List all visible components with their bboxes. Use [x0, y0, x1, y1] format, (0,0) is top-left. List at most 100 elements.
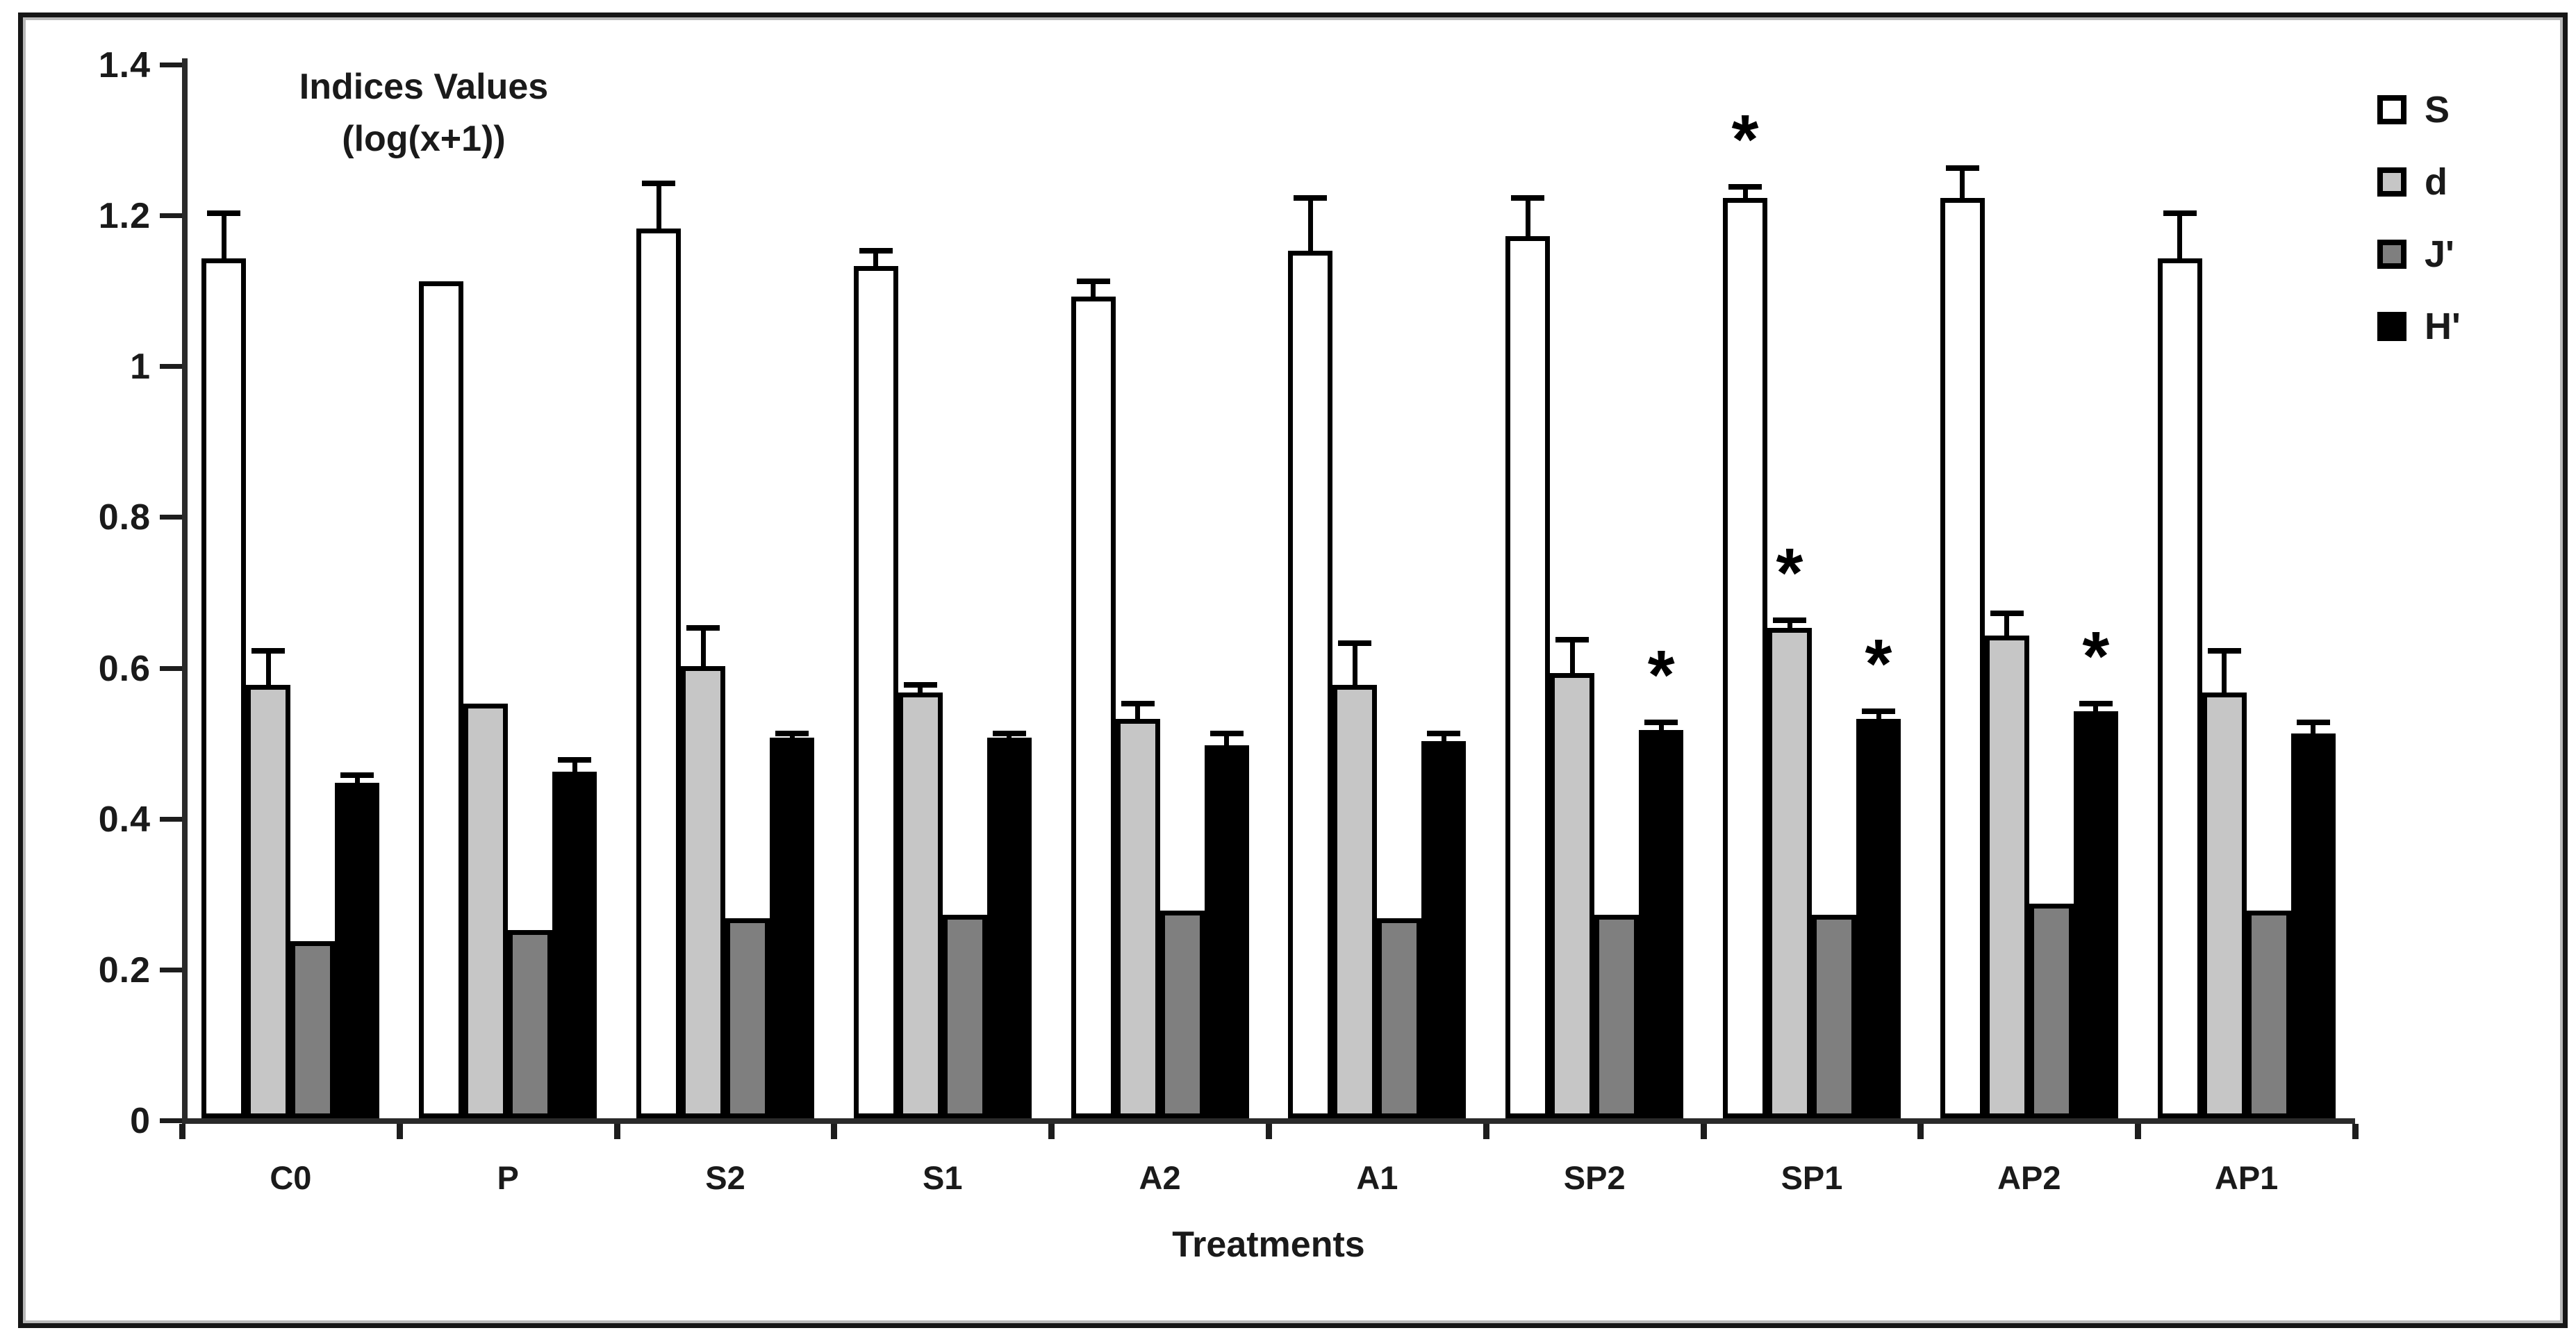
x-axis-boundary-tick	[2135, 1124, 2142, 1139]
error-bar-cap	[1728, 184, 1762, 190]
x-axis-boundary-tick	[396, 1124, 403, 1139]
bar-j-s1	[942, 914, 987, 1118]
bar-h-a2	[1204, 745, 1249, 1118]
error-bar-stem	[572, 760, 577, 772]
significance-asterisk: *	[1731, 101, 1759, 179]
bar-d-c0	[246, 684, 291, 1118]
error-bar-cap	[642, 180, 675, 186]
error-bar-stem	[1742, 187, 1748, 199]
legend-swatch-icon	[2377, 240, 2406, 269]
error-bar-stem	[1352, 643, 1357, 685]
x-axis-line	[182, 1118, 2355, 1124]
y-tick-mark	[160, 967, 182, 972]
error-bar-stem	[2222, 650, 2227, 693]
bar-j-sp2	[1594, 914, 1640, 1118]
error-bar-cap	[1945, 165, 1979, 172]
error-bar-cap	[1076, 278, 1110, 284]
error-bar-stem	[1307, 198, 1313, 251]
error-bar-cap	[1773, 617, 1806, 624]
y-tick-label: 1.4	[98, 45, 151, 86]
bar-h-a1	[1421, 741, 1467, 1118]
error-bar-cap	[207, 210, 241, 217]
error-bar-cap	[1862, 708, 1895, 714]
y-tick-label: 0.6	[98, 648, 151, 689]
legend-label: H'	[2425, 306, 2461, 347]
y-tick-mark	[160, 213, 182, 219]
x-category-label-s2: S2	[705, 1159, 745, 1196]
y-tick-label: 1	[130, 347, 151, 388]
bar-d-s1	[898, 692, 943, 1118]
legend-item-d: d	[2377, 161, 2447, 203]
legend-item-j: J'	[2377, 233, 2454, 275]
bar-j-a1	[1377, 918, 1422, 1118]
bar-j-c0	[290, 940, 336, 1118]
error-bar-stem	[1525, 198, 1530, 236]
bar-j-sp1	[1812, 914, 1856, 1118]
bar-s-ap2	[1940, 198, 1985, 1118]
x-category-label-s1: S1	[923, 1159, 963, 1196]
x-category-label-sp1: SP1	[1781, 1159, 1843, 1196]
y-axis-line	[182, 58, 188, 1122]
bar-d-a1	[1332, 684, 1378, 1118]
error-bar-stem	[221, 213, 226, 259]
x-axis-boundary-tick	[1483, 1124, 1489, 1139]
error-bar-cap	[2163, 210, 2197, 217]
error-bar-stem	[354, 775, 360, 783]
bar-s-s1	[853, 266, 898, 1118]
y-axis-title: Indices Values (log(x+1))	[229, 61, 618, 166]
bar-s-s2	[636, 228, 681, 1118]
error-bar-stem	[265, 650, 271, 685]
bar-s-a1	[1288, 251, 1333, 1118]
legend-item-s: S	[2377, 89, 2450, 131]
x-category-label-a1: A1	[1356, 1159, 1398, 1196]
bar-d-a2	[1115, 718, 1160, 1118]
y-tick-mark	[160, 1118, 182, 1123]
y-tick-label: 0.4	[98, 799, 151, 840]
bar-h-s1	[986, 737, 1032, 1118]
error-bar-cap	[859, 248, 893, 254]
error-bar-stem	[656, 183, 661, 229]
bar-s-c0	[201, 258, 247, 1118]
bar-s-ap1	[2157, 258, 2202, 1118]
error-bar-stem	[2093, 703, 2099, 711]
error-bar-cap	[1209, 731, 1244, 737]
y-tick-label: 0	[130, 1101, 151, 1141]
bar-s-a2	[1071, 296, 1116, 1118]
error-bar-cap	[558, 757, 592, 763]
error-bar-cap	[1511, 195, 1545, 201]
x-axis-boundary-tick	[1048, 1124, 1055, 1139]
error-bar-stem	[2311, 722, 2316, 734]
x-axis-title: Treatments	[1172, 1225, 1365, 1265]
error-bar-cap	[1644, 720, 1678, 725]
bar-j-ap1	[2246, 911, 2291, 1118]
x-category-label-c0: C0	[270, 1159, 312, 1196]
error-bar-cap	[2079, 700, 2113, 706]
error-bar-stem	[2177, 213, 2183, 259]
error-bar-cap	[1990, 610, 2024, 616]
y-tick-mark	[160, 665, 182, 671]
x-category-label-a2: A2	[1139, 1159, 1181, 1196]
bar-h-sp2	[1639, 729, 1684, 1118]
legend-label: J'	[2425, 233, 2454, 275]
legend-label: S	[2425, 89, 2450, 131]
error-bar-cap	[775, 731, 809, 737]
x-category-label-ap1: AP1	[2214, 1159, 2279, 1196]
x-axis-boundary-tick	[1266, 1124, 1272, 1139]
legend-swatch-icon	[2377, 95, 2406, 124]
bar-d-p	[463, 703, 509, 1118]
x-category-label-p: P	[497, 1159, 519, 1196]
x-category-label-ap2: AP2	[1997, 1159, 2061, 1196]
x-axis-boundary-tick	[831, 1124, 838, 1139]
bar-j-s2	[725, 918, 770, 1118]
legend-label: d	[2425, 161, 2447, 203]
significance-asterisk: *	[1865, 624, 1892, 703]
legend-swatch-icon	[2377, 312, 2406, 341]
y-axis-title-line2: (log(x+1))	[342, 119, 506, 160]
error-bar-stem	[1876, 711, 1881, 719]
error-bar-stem	[1441, 733, 1446, 742]
x-category-label-sp2: SP2	[1563, 1159, 1626, 1196]
error-bar-stem	[700, 628, 706, 666]
legend-item-h: H'	[2377, 306, 2461, 347]
significance-asterisk: *	[2082, 617, 2110, 695]
